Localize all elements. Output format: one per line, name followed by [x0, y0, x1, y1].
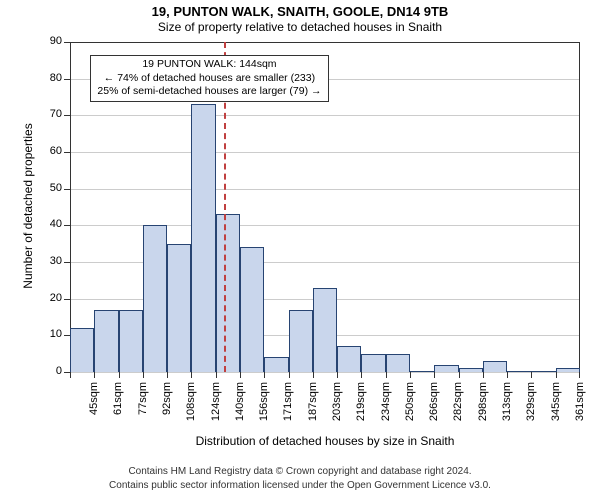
y-tick-label: 70	[32, 108, 62, 120]
plot-area: 19 PUNTON WALK: 144sqm← 74% of detached …	[70, 42, 580, 372]
histogram-bar	[361, 354, 385, 372]
x-tick-label: 140sqm	[234, 382, 246, 432]
x-tick-label: 345sqm	[550, 382, 562, 432]
y-tick-label: 80	[32, 72, 62, 84]
x-tick	[337, 372, 338, 378]
x-tick	[119, 372, 120, 378]
x-tick-label: 156sqm	[258, 382, 270, 432]
x-tick	[94, 372, 95, 378]
y-axis	[70, 42, 71, 372]
histogram-bar	[556, 368, 580, 372]
property-info-box: 19 PUNTON WALK: 144sqm← 74% of detached …	[90, 55, 328, 102]
y-tick-label: 10	[32, 328, 62, 340]
x-tick-label: 234sqm	[380, 382, 392, 432]
x-tick-label: 298sqm	[477, 382, 489, 432]
histogram-bar	[191, 104, 215, 372]
x-tick	[313, 372, 314, 378]
x-tick-label: 45sqm	[88, 382, 100, 432]
histogram-bar	[143, 225, 167, 372]
x-tick	[434, 372, 435, 378]
y-tick-label: 20	[32, 292, 62, 304]
info-line: 25% of semi-detached houses are larger (…	[97, 85, 321, 99]
chart-subtitle: Size of property relative to detached ho…	[0, 19, 600, 34]
histogram-bar	[531, 371, 555, 372]
y-tick-label: 50	[32, 182, 62, 194]
x-tick	[191, 372, 192, 378]
histogram-bar	[264, 357, 288, 372]
x-tick	[240, 372, 241, 378]
histogram-bar	[434, 365, 458, 372]
histogram-bar	[507, 371, 531, 372]
x-tick	[216, 372, 217, 378]
x-tick-label: 266sqm	[428, 382, 440, 432]
histogram-bar	[216, 214, 240, 372]
histogram-bar	[337, 346, 361, 372]
x-tick-label: 313sqm	[501, 382, 513, 432]
x-tick	[361, 372, 362, 378]
y-axis-label: Number of detached properties	[21, 56, 35, 356]
x-tick-label: 329sqm	[525, 382, 537, 432]
x-tick-label: 361sqm	[574, 382, 586, 432]
x-tick	[264, 372, 265, 378]
histogram-bar	[240, 247, 264, 372]
histogram-bar	[386, 354, 410, 372]
histogram-bar	[70, 328, 94, 372]
x-tick-label: 77sqm	[137, 382, 149, 432]
x-tick-label: 92sqm	[161, 382, 173, 432]
x-axis-label: Distribution of detached houses by size …	[70, 434, 580, 448]
x-tick	[579, 372, 580, 378]
info-line: ← 74% of detached houses are smaller (23…	[97, 72, 321, 86]
x-tick-label: 108sqm	[185, 382, 197, 432]
x-tick-label: 282sqm	[452, 382, 464, 432]
histogram-bar	[94, 310, 118, 372]
y-tick-label: 90	[32, 35, 62, 47]
x-tick-label: 219sqm	[355, 382, 367, 432]
histogram-bar	[483, 361, 507, 372]
x-tick	[289, 372, 290, 378]
x-tick	[556, 372, 557, 378]
x-tick	[410, 372, 411, 378]
histogram-bar	[289, 310, 313, 372]
x-tick	[167, 372, 168, 378]
info-line: 19 PUNTON WALK: 144sqm	[97, 58, 321, 72]
histogram-bar	[313, 288, 337, 372]
x-tick	[459, 372, 460, 378]
x-tick	[386, 372, 387, 378]
x-axis-top	[70, 42, 580, 43]
gridline	[70, 115, 580, 116]
y-tick-label: 40	[32, 218, 62, 230]
histogram-bar	[119, 310, 143, 372]
y-tick-label: 30	[32, 255, 62, 267]
x-tick	[507, 372, 508, 378]
y-tick-label: 0	[32, 365, 62, 377]
y-tick-label: 60	[32, 145, 62, 157]
x-tick-label: 250sqm	[404, 382, 416, 432]
histogram-bar	[167, 244, 191, 372]
x-tick-label: 187sqm	[307, 382, 319, 432]
chart-title: 19, PUNTON WALK, SNAITH, GOOLE, DN14 9TB	[0, 0, 600, 19]
x-tick	[483, 372, 484, 378]
x-tick	[70, 372, 71, 378]
chart-container: 19, PUNTON WALK, SNAITH, GOOLE, DN14 9TB…	[0, 0, 600, 500]
attribution-line2: Contains public sector information licen…	[0, 480, 600, 491]
histogram-bar	[410, 371, 434, 372]
x-tick	[143, 372, 144, 378]
x-tick-label: 171sqm	[282, 382, 294, 432]
gridline	[70, 189, 580, 190]
attribution-line1: Contains HM Land Registry data © Crown c…	[0, 466, 600, 477]
histogram-bar	[459, 368, 483, 372]
y-axis-right	[579, 42, 580, 372]
x-tick-label: 61sqm	[112, 382, 124, 432]
gridline	[70, 372, 580, 373]
x-tick-label: 124sqm	[210, 382, 222, 432]
x-tick	[531, 372, 532, 378]
gridline	[70, 152, 580, 153]
x-tick-label: 203sqm	[331, 382, 343, 432]
